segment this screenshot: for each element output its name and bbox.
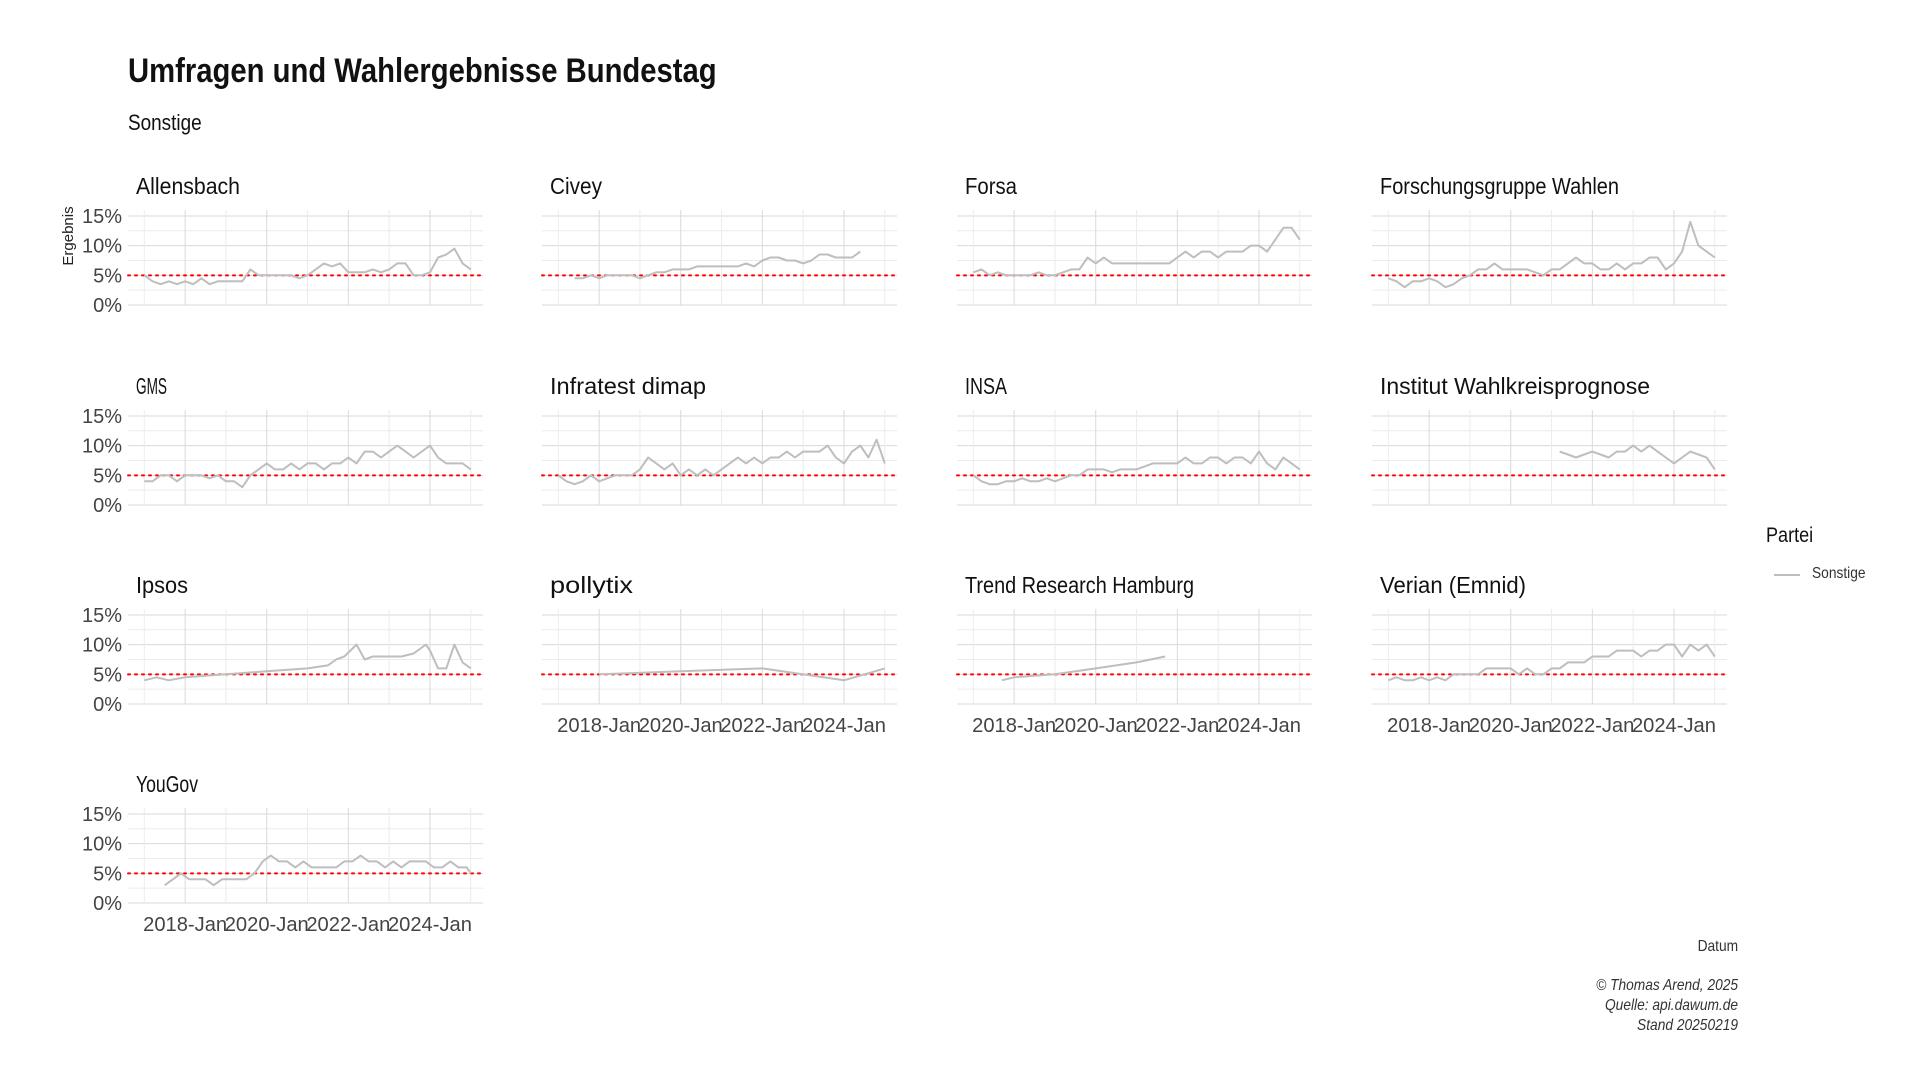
caption-author: © Thomas Arend, 2025 — [1596, 977, 1738, 994]
x-tick-label: 2022-Jan — [306, 914, 390, 936]
y-tick-label: 15% — [82, 406, 122, 428]
series-line-sonstige — [1387, 220, 1716, 289]
series-line-sonstige — [1387, 643, 1716, 682]
y-tick-label: 0% — [93, 893, 122, 915]
y-tick-label: 10% — [82, 834, 122, 856]
panel-ipsos: Ipsos 0% 5% 10% 15% — [82, 572, 484, 716]
x-tick-label: 2024-Jan — [1632, 715, 1716, 737]
legend-key-sonstige — [1774, 574, 1800, 576]
x-tick-label: 2018-Jan — [972, 715, 1056, 737]
x-tick-label: 2024-Jan — [1217, 715, 1301, 737]
y-tick-label: 0% — [93, 694, 122, 716]
x-axis-label: Datum — [1697, 938, 1738, 955]
y-tick-label: 15% — [82, 605, 122, 627]
series-line-sonstige — [557, 438, 886, 486]
panel-title: YouGov — [136, 771, 198, 797]
x-tick-label: 2024-Jan — [802, 715, 886, 737]
y-tick-label: 5% — [93, 664, 122, 686]
series-line-sonstige — [1001, 655, 1166, 682]
panel-title: GMS — [136, 373, 167, 399]
y-tick-label: 15% — [82, 206, 122, 228]
series-line-sonstige — [599, 667, 886, 682]
legend-label-sonstige: Sonstige — [1812, 565, 1866, 582]
panel-trend-research-hamburg: Trend Research Hamburg2018-Jan2020-Jan20… — [956, 572, 1313, 737]
panel-forschungsgruppe-wahlen: Forschungsgruppe Wahlen — [1371, 173, 1728, 306]
panel-title: Forsa — [965, 173, 1017, 199]
y-tick-label: 10% — [82, 436, 122, 458]
x-tick-label: 2018-Jan — [557, 715, 641, 737]
chart-title: Umfragen und Wahlergebnisse Bundestag — [128, 52, 717, 90]
panel-title: Verian (Emnid) — [1380, 572, 1526, 598]
panel-title: Infratest dimap — [550, 373, 706, 399]
series-line-sonstige — [144, 444, 472, 489]
x-tick-label: 2018-Jan — [143, 914, 227, 936]
x-tick-label: 2022-Jan — [720, 715, 804, 737]
y-tick-label: 0% — [93, 495, 122, 517]
panel-allensbach: Allensbach 0% 5% 10% 15% — [82, 173, 484, 317]
chart-subtitle: Sonstige — [128, 110, 202, 135]
panel-title: Allensbach — [136, 173, 240, 199]
y-tick-label: 5% — [93, 863, 122, 885]
panel-forsa: Forsa — [956, 173, 1313, 306]
y-tick-label: 5% — [93, 465, 122, 487]
x-tick-label: 2020-Jan — [225, 914, 309, 936]
caption-date: Stand 20250219 — [1636, 1017, 1738, 1034]
y-axis-label: Ergebnis — [60, 206, 77, 265]
panel-yougov: YouGov 0% 5% 10% 15% 2018-Jan2020-Jan2022-Jan… — [82, 771, 484, 936]
panel-title: Institut Wahlkreisprognose — [1380, 373, 1650, 399]
panel-gms: GMS 0% 5% 10% 15% — [82, 373, 484, 517]
series-line-sonstige — [972, 450, 1301, 486]
panel-title: Ipsos — [136, 572, 188, 598]
caption: © Thomas Arend, 2025 Quelle: api.dawum.d… — [1596, 976, 1738, 1036]
y-tick-label: 0% — [93, 295, 122, 317]
x-tick-label: 2018-Jan — [1387, 715, 1471, 737]
x-tick-label: 2022-Jan — [1550, 715, 1634, 737]
panel-title: Civey — [550, 173, 602, 199]
x-tick-label: 2022-Jan — [1135, 715, 1219, 737]
panel-title: Forschungsgruppe Wahlen — [1380, 173, 1619, 199]
y-tick-label: 15% — [82, 804, 122, 826]
x-tick-label: 2020-Jan — [1469, 715, 1553, 737]
y-tick-label: 10% — [82, 635, 122, 657]
series-line-sonstige — [574, 250, 861, 280]
series-line-sonstige — [144, 643, 472, 682]
x-tick-label: 2020-Jan — [639, 715, 723, 737]
panel-civey: Civey — [541, 173, 898, 306]
caption-source: Quelle: api.dawum.de — [1604, 997, 1738, 1014]
x-tick-label: 2020-Jan — [1054, 715, 1138, 737]
panel-title: INSA — [965, 373, 1008, 399]
panel-title: pollytix — [550, 572, 634, 598]
series-line-sonstige — [1559, 444, 1716, 470]
series-line-sonstige — [972, 226, 1301, 277]
panel-institut-wahlkreisprognose: Institut Wahlkreisprognose — [1371, 373, 1728, 506]
y-tick-label: 5% — [93, 265, 122, 287]
series-line-sonstige — [143, 247, 472, 286]
legend-title: Partei — [1766, 524, 1814, 547]
x-tick-label: 2024-Jan — [388, 914, 472, 936]
y-tick-label: 10% — [82, 236, 122, 258]
panel-insa: INSA — [956, 373, 1313, 506]
panel-title: Trend Research Hamburg — [965, 572, 1194, 598]
series-line-sonstige — [164, 854, 472, 887]
panel-verian-emnid: Verian (Emnid) 2018-Jan2020-Jan2022-Jan20… — [1371, 572, 1728, 737]
panel-infratest-dimap: Infratest dimap — [541, 373, 898, 506]
